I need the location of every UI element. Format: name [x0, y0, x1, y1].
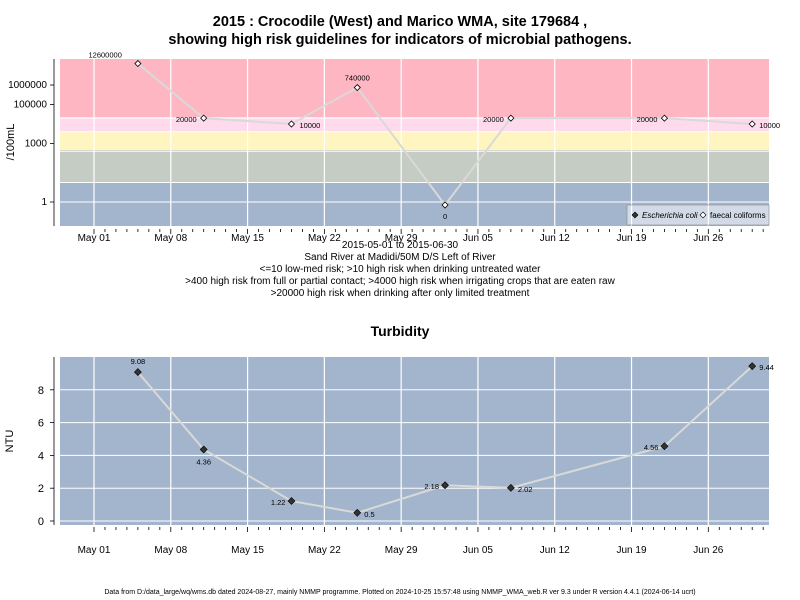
x-tick-label: Jun 12 — [540, 545, 570, 556]
x-tick-label: Jun 05 — [463, 233, 493, 244]
data-label: 740000 — [345, 74, 370, 83]
faecal-coliforms-point — [507, 114, 515, 122]
turbidity-point — [287, 497, 296, 505]
data-label: 0 — [443, 212, 447, 221]
x-tick-label: May 29 — [385, 233, 418, 244]
turbidity-point — [441, 481, 449, 490]
data-label: 12600000 — [89, 51, 122, 60]
y-axis-label: /100mL — [5, 124, 17, 161]
guideline-note-3: >20000 high risk when drinking after onl… — [270, 288, 530, 299]
x-tick-label: May 01 — [78, 545, 111, 556]
y-tick-label: 2 — [38, 483, 44, 495]
plot-background — [60, 357, 769, 525]
y-tick-label: 100000 — [14, 100, 48, 111]
y-tick-label: 1000 — [25, 139, 48, 150]
data-label: 10000 — [759, 121, 780, 130]
data-label: 1.22 — [271, 498, 286, 507]
data-label: 9.08 — [131, 357, 146, 366]
x-tick-label: Jun 12 — [540, 233, 570, 244]
footer-note: Data from D:/data_large/wq/wms.db dated … — [104, 589, 696, 596]
risk-band — [60, 59, 769, 117]
x-tick-label: Jun 19 — [617, 545, 647, 556]
faecal-coliforms-point — [353, 83, 361, 92]
x-tick-label: Jun 05 — [463, 545, 493, 556]
data-label: 20000 — [483, 115, 504, 124]
y-tick-label: 6 — [38, 418, 44, 430]
guideline-note-2: >400 high risk from full or partial cont… — [185, 276, 615, 287]
turbidity-point — [748, 362, 757, 371]
legend-label-ecoli: Escherichia coli — [642, 211, 698, 220]
faecal-coliforms-point — [200, 114, 208, 122]
y-tick-label: 8 — [38, 385, 44, 397]
x-tick-label: May 08 — [154, 545, 187, 556]
x-tick-label: Jun 26 — [693, 233, 723, 244]
y-tick-label: 1000000 — [8, 80, 47, 91]
faecal-coliforms-point — [441, 201, 449, 209]
x-tick-label: May 08 — [154, 233, 187, 244]
faecal-coliforms-point — [748, 120, 756, 128]
x-tick-label: May 15 — [231, 233, 264, 244]
y-tick-label: 4 — [38, 450, 44, 462]
data-label: 10000 — [299, 121, 320, 130]
data-label: 2.18 — [424, 482, 439, 491]
faecal-coliforms-line — [137, 62, 753, 207]
x-tick-label: Jun 19 — [617, 233, 647, 244]
turbidity-title: Turbidity — [370, 323, 430, 339]
data-label: 4.56 — [644, 443, 659, 452]
turbidity-point — [660, 442, 669, 451]
y-tick-label: 0 — [38, 516, 44, 528]
data-label: 20000 — [637, 115, 658, 124]
y-axis-label: NTU — [4, 430, 16, 453]
turbidity-line — [137, 365, 753, 514]
chart-title-line-2: showing high risk guidelines for indicat… — [168, 32, 632, 48]
faecal-coliforms-point — [287, 120, 296, 128]
data-label: 2.02 — [518, 485, 533, 494]
turbidity-point — [353, 508, 362, 517]
date-range: 2015-05-01 to 2015-06-30 — [341, 240, 459, 251]
chart-title-line-1: 2015 : Crocodile (West) and Marico WMA, … — [212, 14, 588, 30]
legend-marker-ecoli — [631, 211, 639, 219]
x-tick-label: May 15 — [231, 545, 264, 556]
turbidity-point — [506, 483, 515, 492]
risk-band — [60, 150, 769, 182]
legend-box — [626, 204, 770, 226]
turbidity-point — [133, 368, 142, 377]
x-tick-label: May 01 — [78, 233, 111, 244]
data-label: 0.5 — [364, 510, 374, 519]
x-tick-label: May 22 — [308, 233, 341, 244]
x-tick-label: May 22 — [308, 545, 341, 556]
risk-band — [60, 132, 769, 150]
legend-label-faecal: faecal coliforms — [710, 211, 766, 220]
data-label: 4.36 — [196, 457, 211, 466]
x-tick-label: May 29 — [385, 545, 418, 556]
y-tick-label: 1 — [41, 197, 47, 208]
faecal-coliforms-point — [660, 114, 669, 122]
data-label: 9.44 — [759, 363, 774, 372]
faecal-coliforms-point — [134, 59, 142, 68]
site-description: Sand River at Madidi/50M D/S Left of Riv… — [304, 252, 496, 263]
x-tick-label: Jun 26 — [693, 545, 723, 556]
legend-marker-faecal — [699, 211, 707, 219]
data-label: 20000 — [176, 115, 197, 124]
guideline-note-1: <=10 low-med risk; >10 high risk when dr… — [259, 264, 541, 275]
turbidity-point — [199, 445, 208, 454]
